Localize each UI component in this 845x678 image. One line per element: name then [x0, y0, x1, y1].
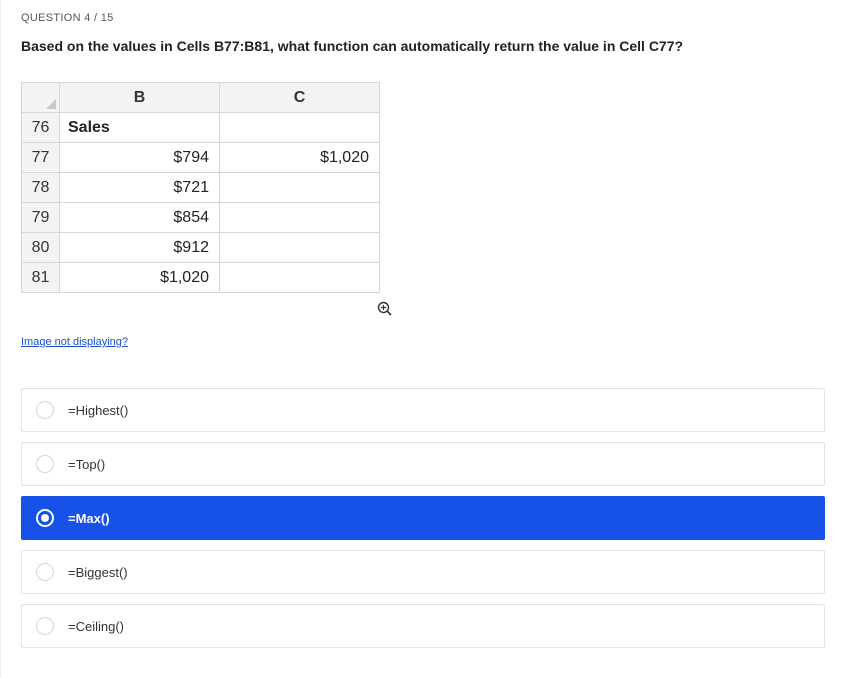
sheet-corner: [22, 83, 60, 113]
answer-option[interactable]: =Max(): [21, 496, 825, 540]
spreadsheet-table: B C 76Sales77$794$1,02078$72179$85480$91…: [21, 82, 380, 293]
table-row: 80$912: [22, 233, 380, 263]
image-not-displaying-link[interactable]: Image not displaying?: [21, 336, 128, 348]
answer-option[interactable]: =Ceiling(): [21, 604, 825, 648]
col-header-b: B: [60, 83, 220, 113]
option-label: =Biggest(): [68, 565, 128, 580]
option-label: =Ceiling(): [68, 619, 124, 634]
col-header-c: C: [220, 83, 380, 113]
answer-option[interactable]: =Top(): [21, 442, 825, 486]
table-row: 76Sales: [22, 113, 380, 143]
cell-c: [220, 263, 380, 293]
cell-c: [220, 203, 380, 233]
radio-icon: [36, 509, 54, 527]
cell-b: $912: [60, 233, 220, 263]
row-header: 76: [22, 113, 60, 143]
radio-icon: [36, 455, 54, 473]
table-row: 78$721: [22, 173, 380, 203]
radio-icon: [36, 401, 54, 419]
option-label: =Highest(): [68, 403, 128, 418]
row-header: 79: [22, 203, 60, 233]
option-label: =Max(): [68, 511, 110, 526]
row-header: 78: [22, 173, 60, 203]
cell-b: $721: [60, 173, 220, 203]
cell-c: [220, 113, 380, 143]
question-text: Based on the values in Cells B77:B81, wh…: [21, 38, 825, 54]
cell-b: $794: [60, 143, 220, 173]
cell-c: [220, 233, 380, 263]
row-header: 80: [22, 233, 60, 263]
cell-b: Sales: [60, 113, 220, 143]
cell-b: $854: [60, 203, 220, 233]
cell-c: $1,020: [220, 143, 380, 173]
question-counter: QUESTION 4 / 15: [21, 12, 825, 24]
table-row: 81$1,020: [22, 263, 380, 293]
answer-option[interactable]: =Biggest(): [21, 550, 825, 594]
table-row: 79$854: [22, 203, 380, 233]
options-group: =Highest() =Top() =Max() =Biggest() =Ceiling…: [21, 388, 825, 648]
zoom-icon[interactable]: [377, 301, 393, 322]
answer-option[interactable]: =Highest(): [21, 388, 825, 432]
table-row: 77$794$1,020: [22, 143, 380, 173]
row-header: 77: [22, 143, 60, 173]
cell-b: $1,020: [60, 263, 220, 293]
cell-c: [220, 173, 380, 203]
option-label: =Top(): [68, 457, 105, 472]
radio-icon: [36, 563, 54, 581]
row-header: 81: [22, 263, 60, 293]
radio-icon: [36, 617, 54, 635]
